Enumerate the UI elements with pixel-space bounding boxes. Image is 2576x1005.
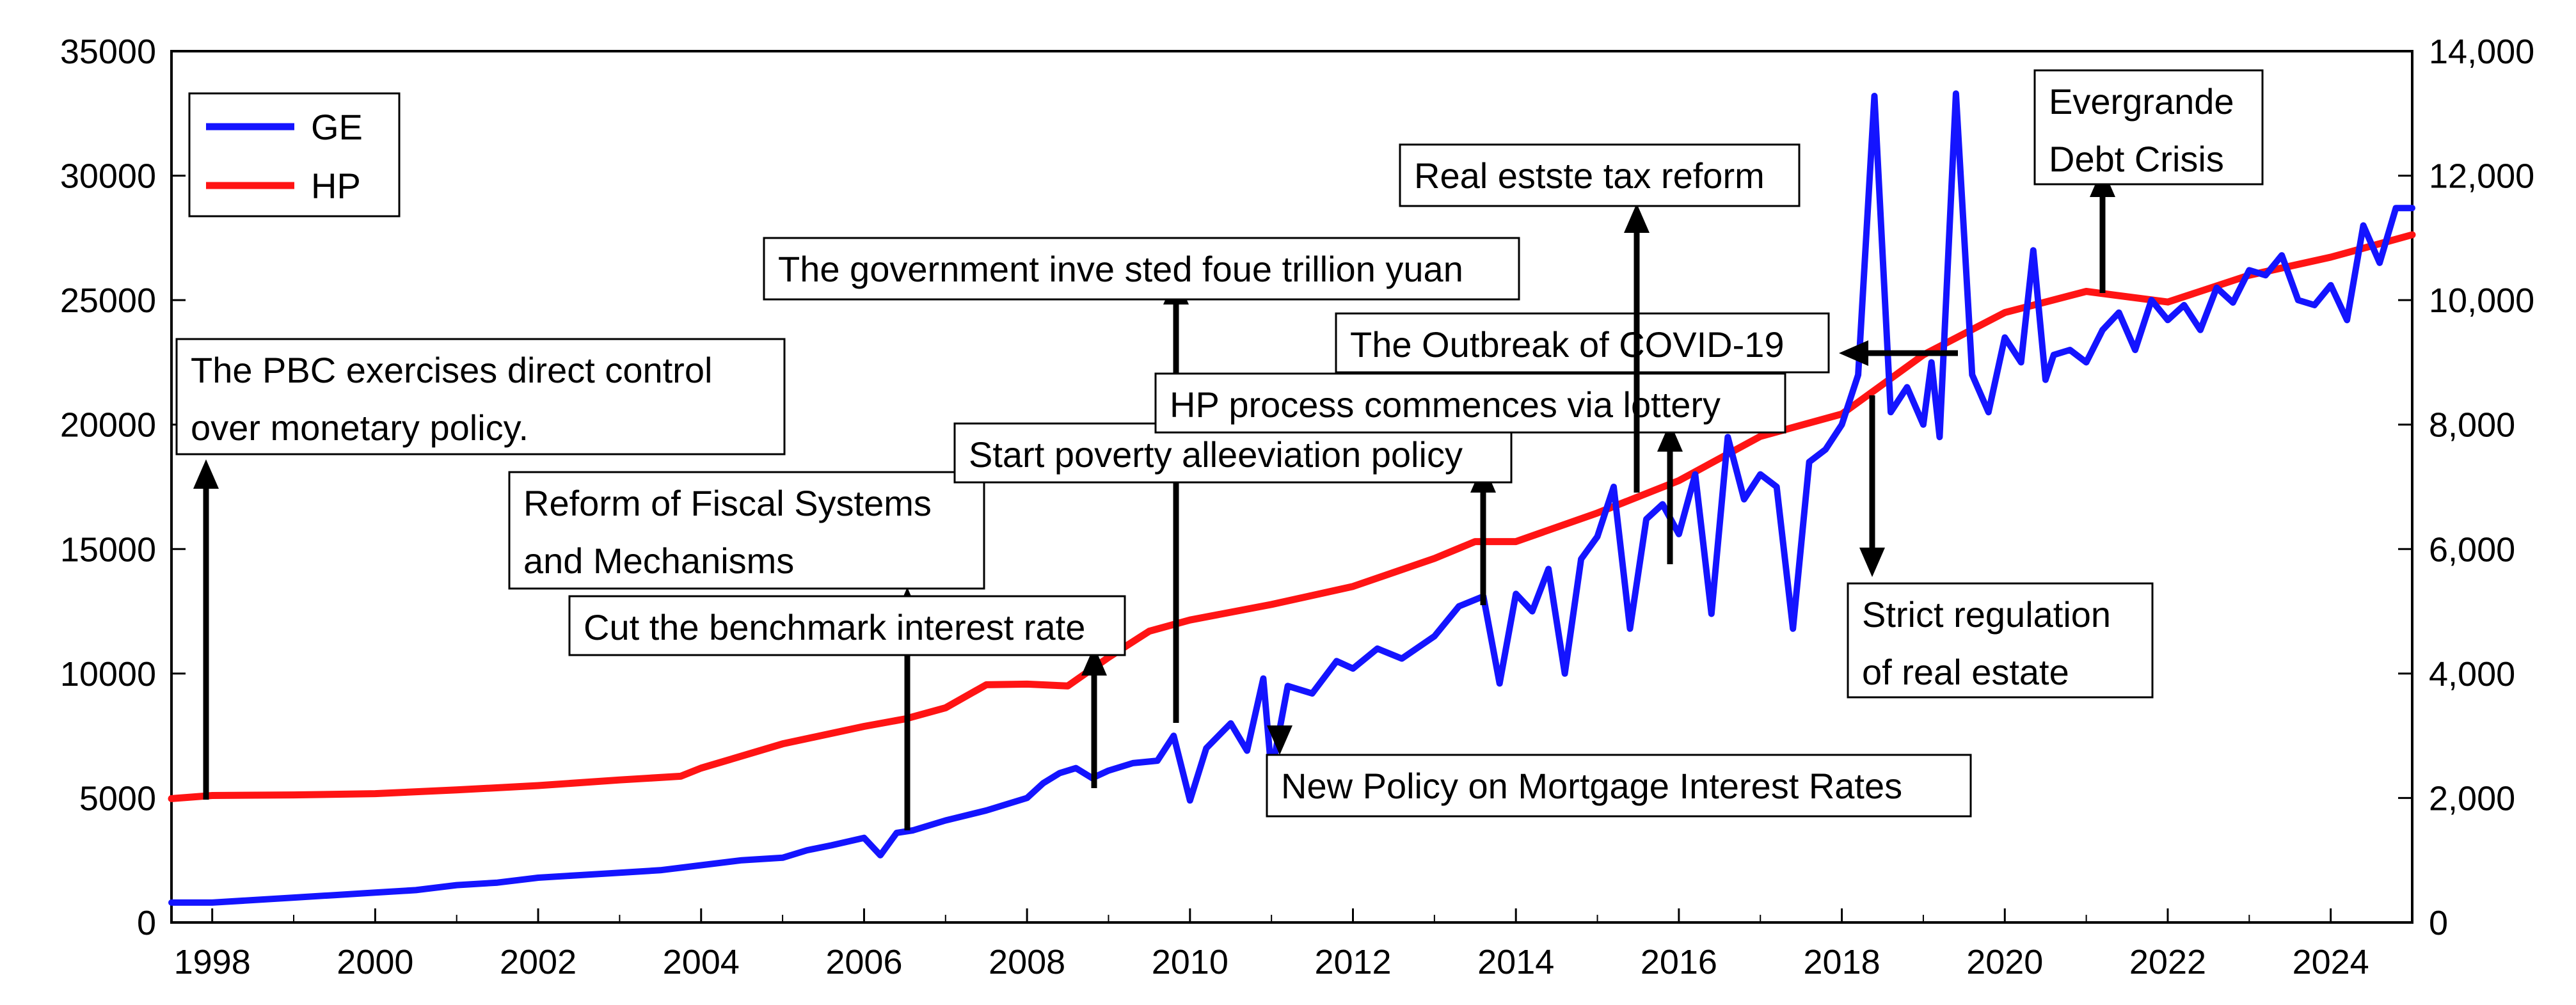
right-tick-label: 0: [2429, 904, 2448, 942]
annotation-arrowhead: [1839, 340, 1868, 366]
x-tick-label: 2018: [1804, 943, 1880, 981]
x-tick-label: 2022: [2129, 943, 2206, 981]
annotation-text: Strict regulation: [1862, 594, 2111, 635]
x-tick-label: 2024: [2293, 943, 2369, 981]
x-tick-label: 2016: [1641, 943, 1717, 981]
annotation-box: [1847, 582, 2154, 699]
annotation-text: Start poverty alleeviation policy: [969, 434, 1463, 475]
right-tick-label: 12,000: [2429, 157, 2534, 196]
x-tick-label: 2014: [1477, 943, 1554, 981]
annotation-text: HP process commences via lottery: [1170, 384, 1721, 425]
annotation-text: The PBC exercises direct control: [191, 350, 712, 390]
right-axis: 0 2,000 4,000 6,000 8,000 10,000 12,000 14,000: [2398, 33, 2534, 942]
annotation-text: The government inve sted foue trillion y…: [778, 249, 1463, 289]
annotation-arrowhead: [1624, 203, 1650, 233]
series-layer: [168, 90, 2416, 906]
annotation-text: Real estste tax reform: [1414, 155, 1765, 196]
annotation: HP process commences via lottery: [1154, 372, 1786, 564]
series-line-ge: [168, 90, 2415, 906]
annotation-text: Debt Crisis: [2049, 139, 2224, 179]
left-tick-label: 10000: [60, 655, 156, 693]
annotations: The PBC exercises direct control over mon…: [175, 69, 2264, 830]
x-tick-label: 2004: [663, 943, 740, 981]
annotation: The PBC exercises direct control over mon…: [175, 338, 786, 800]
legend-label: GE: [311, 107, 363, 147]
annotation-text: Reform of Fiscal Systems: [523, 483, 932, 523]
annotation-text: and Mechanisms: [523, 541, 794, 581]
legend-box: [188, 92, 401, 218]
x-tick-label: 2020: [1966, 943, 2043, 981]
right-tick-label: 14,000: [2429, 33, 2534, 71]
annotation-box: [1399, 143, 1801, 207]
annotation-box: [1335, 312, 1830, 374]
annotation-box: [568, 595, 1126, 656]
annotation: New Policy on Mortgage Interest Rates: [1266, 725, 1972, 818]
x-tick-label: 2012: [1314, 943, 1391, 981]
right-tick-label: 6,000: [2429, 530, 2515, 569]
annotation-arrowhead: [1081, 646, 1107, 676]
left-axis: 0 5000 10000 15000 20000 25000 30000 35000: [60, 33, 186, 942]
right-tick-label: 4,000: [2429, 655, 2515, 693]
annotation-text: New Policy on Mortgage Interest Rates: [1281, 766, 1902, 806]
x-tick-label: 2006: [825, 943, 902, 981]
annotation-arrowhead: [193, 459, 219, 489]
series-line-hp: [168, 231, 2416, 802]
right-tick-label: 2,000: [2429, 779, 2515, 818]
annotation-text: Evergrande: [2049, 81, 2234, 122]
annotation: Real estste tax reform: [1399, 143, 1801, 493]
left-tick-label: 5000: [79, 779, 156, 818]
left-tick-label: 20000: [60, 406, 156, 445]
annotation: The government inve sted foue trillion y…: [763, 237, 1520, 723]
x-tick-label: 2010: [1152, 943, 1228, 981]
annotation-box: [1266, 754, 1972, 818]
annotation: Strict regulation of real estate: [1847, 395, 2154, 699]
left-tick-label: 25000: [60, 281, 156, 320]
x-axis: 1998 2000 2002 2004 2006 2008 2010 2012 2014 2016…: [174, 908, 2413, 981]
left-tick-label: 30000: [60, 157, 156, 196]
x-tick-label: 2000: [337, 943, 413, 981]
annotation-text: The Outbreak of COVID-19: [1350, 324, 1785, 365]
annotation-arrowhead: [1859, 548, 1885, 577]
left-tick-label: 0: [137, 904, 156, 942]
left-tick-label: 35000: [60, 33, 156, 71]
annotation-box: [508, 471, 985, 590]
annotation-text: of real estate: [1862, 652, 2069, 692]
x-tick-label: 2008: [989, 943, 1065, 981]
left-tick-label: 15000: [60, 530, 156, 569]
annotation-text: over monetary policy.: [191, 408, 529, 448]
annotation-text: Cut the benchmark interest rate: [584, 607, 1085, 647]
annotation: The Outbreak of COVID-19: [1335, 312, 1958, 374]
annotation-arrowhead: [1657, 422, 1683, 452]
annotation-box: [175, 338, 786, 455]
x-tick-label: 2002: [500, 943, 576, 981]
annotation-box: [2033, 69, 2264, 186]
legend-label: HP: [311, 166, 361, 206]
annotation: Cut the benchmark interest rate: [568, 595, 1126, 788]
x-tick-label: 1998: [174, 943, 251, 981]
legend: GE HP: [188, 92, 401, 218]
right-tick-label: 8,000: [2429, 406, 2515, 445]
annotation: Evergrande Debt Crisis: [2033, 69, 2264, 293]
annotation-arrowhead: [1267, 725, 1292, 755]
right-tick-label: 10,000: [2429, 281, 2534, 320]
annotation-box: [1154, 372, 1786, 434]
annotation-box: [763, 237, 1520, 301]
